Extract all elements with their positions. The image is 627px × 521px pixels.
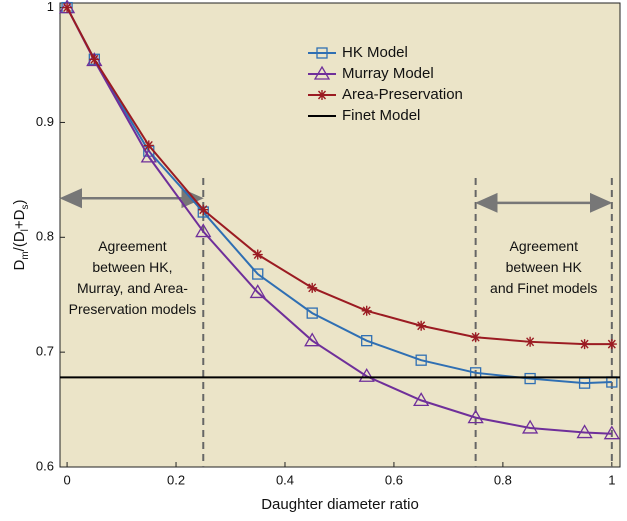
data-point	[307, 282, 318, 293]
legend-marker	[316, 47, 328, 59]
data-point	[603, 425, 620, 440]
data-point	[576, 424, 593, 439]
annotation: and Finet models	[490, 280, 597, 296]
ylabel-sub: l	[20, 229, 31, 231]
x-tick-label: 0	[63, 472, 70, 487]
data-point	[467, 409, 484, 424]
x-axis-title: Daughter diameter ratio	[261, 496, 419, 513]
data-point	[606, 339, 617, 350]
data-point	[195, 223, 212, 238]
series-line	[66, 7, 612, 435]
annotation: between HK,	[92, 259, 172, 275]
x-tick-label: 0.8	[494, 472, 512, 487]
annotation: Preservation models	[69, 301, 197, 317]
ylabel-part: D	[11, 260, 28, 271]
data-point	[415, 354, 427, 366]
ylabel-part: /(D	[11, 231, 28, 251]
x-tick-label: 1	[608, 472, 615, 487]
data-point	[470, 332, 481, 343]
legend-marker	[317, 90, 327, 100]
data-point	[361, 305, 372, 316]
data-point	[58, 0, 76, 14]
ylabel-part: )	[11, 199, 28, 204]
data-point	[252, 249, 263, 260]
series-line	[66, 7, 612, 385]
y-tick-label: 0.6	[36, 458, 54, 473]
x-tick-label: 0.4	[276, 472, 294, 487]
y-tick-label: 1	[47, 0, 54, 14]
data-point	[525, 336, 536, 347]
data-point	[361, 335, 373, 347]
annotation: Agreement	[509, 238, 578, 254]
data-point	[521, 419, 539, 434]
data-point	[579, 339, 590, 350]
annotation: between HK	[506, 259, 583, 275]
data-point	[198, 204, 209, 215]
y-tick-label: 0.7	[36, 344, 54, 359]
legend-label: Finet Model	[342, 107, 420, 124]
data-point	[413, 392, 430, 407]
legend-marker	[313, 65, 331, 80]
ylabel-part: +D	[11, 209, 28, 229]
x-tick-label: 0.6	[385, 472, 403, 487]
data-point	[252, 268, 264, 280]
plot-area	[59, 2, 621, 468]
data-point	[358, 367, 375, 382]
legend-label: Area-Preservation	[342, 86, 463, 103]
legend-label: HK Model	[342, 44, 408, 61]
data-point	[416, 320, 427, 331]
annotation: Murray, and Area-	[77, 280, 188, 296]
y-axis-title: Dm/(Dl+Ds)	[11, 199, 31, 270]
data-point	[304, 332, 321, 347]
y-tick-label: 0.8	[36, 229, 54, 244]
data-point	[140, 148, 157, 163]
legend-label: Murray Model	[342, 65, 434, 82]
data-point	[62, 2, 73, 13]
ylabel-sub: m	[20, 251, 31, 259]
data-point	[524, 372, 536, 385]
annotation: Agreement	[98, 238, 167, 254]
data-point	[89, 54, 100, 65]
data-point	[306, 307, 318, 319]
y-tick-label: 0.9	[36, 114, 54, 129]
series-line	[66, 7, 612, 346]
data-point	[143, 140, 154, 151]
data-point	[249, 284, 266, 299]
x-tick-label: 0.2	[167, 472, 185, 487]
ylabel-sub: s	[20, 204, 31, 209]
